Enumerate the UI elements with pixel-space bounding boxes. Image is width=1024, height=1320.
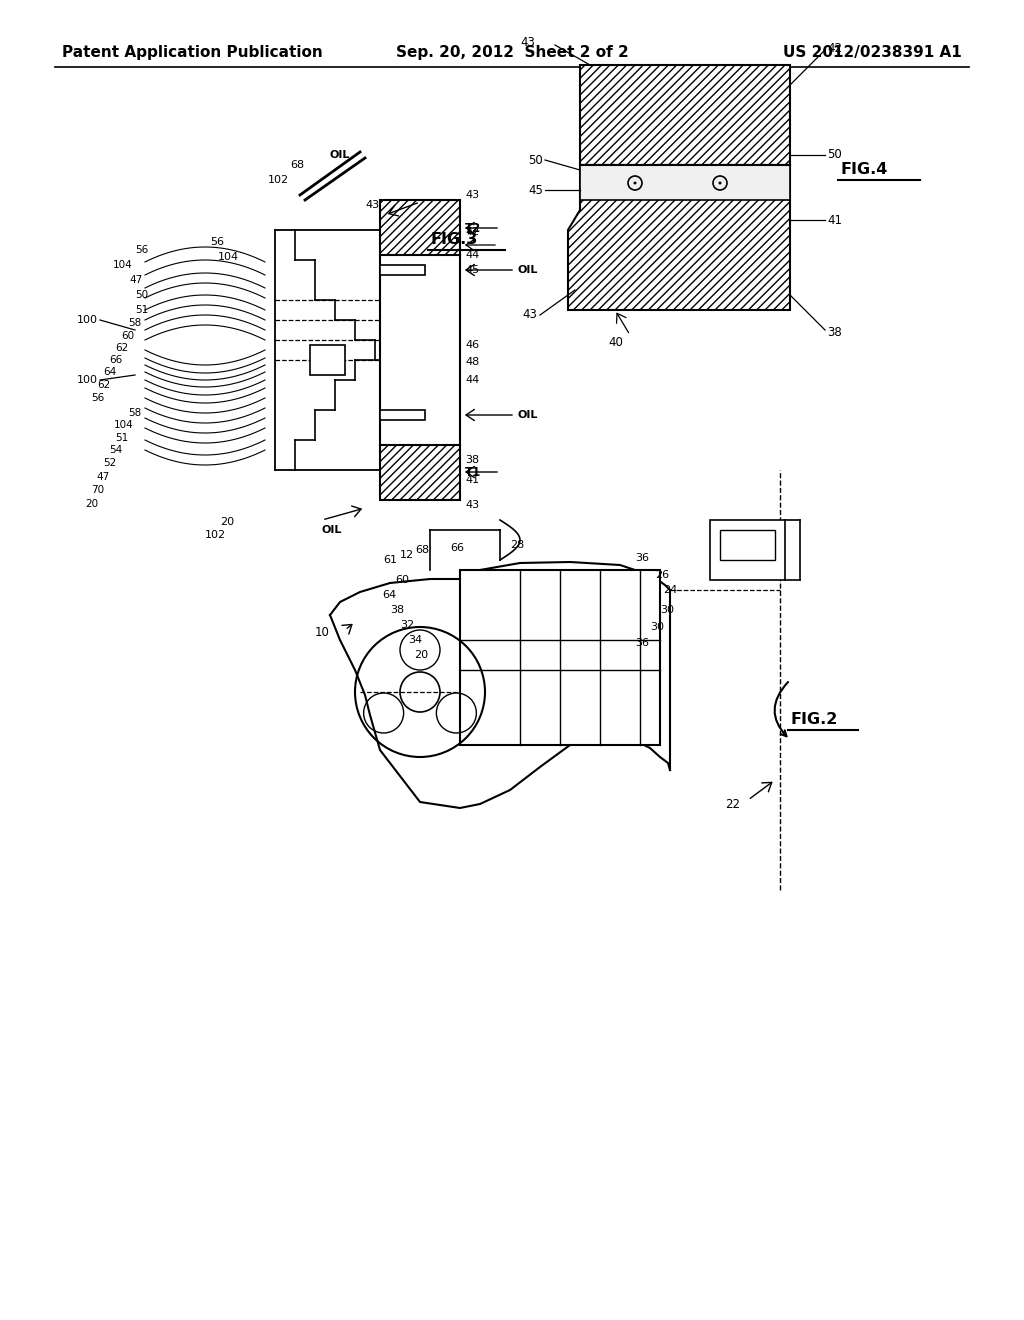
Text: FIG.4: FIG.4 [840,162,888,177]
Text: 66: 66 [450,543,464,553]
Text: 58: 58 [128,318,141,327]
Text: 66: 66 [109,355,122,366]
Text: FIG.3: FIG.3 [430,232,477,248]
Text: OIL: OIL [330,150,350,160]
Text: 46: 46 [465,341,479,350]
Text: Patent Application Publication: Patent Application Publication [62,45,323,59]
Text: 102: 102 [205,531,226,540]
Text: 24: 24 [663,585,677,595]
Text: 43: 43 [465,190,479,201]
Text: 60: 60 [121,331,134,341]
Text: 45: 45 [465,265,479,275]
Circle shape [634,181,637,185]
Text: 10: 10 [315,626,330,639]
Text: 42: 42 [827,41,842,54]
Text: 40: 40 [608,335,623,348]
Text: 12: 12 [400,550,414,560]
Text: 43: 43 [465,500,479,510]
Text: 26: 26 [655,570,669,579]
Text: 43: 43 [520,37,535,49]
Polygon shape [580,65,790,165]
Text: 38: 38 [827,326,842,338]
Text: US 2012/0238391 A1: US 2012/0238391 A1 [783,45,962,59]
Text: 52: 52 [102,458,116,469]
Text: 104: 104 [218,252,240,261]
Text: 58: 58 [128,408,141,418]
Polygon shape [580,165,790,201]
Text: 54: 54 [109,445,122,455]
Polygon shape [380,445,460,500]
Text: FIG.2: FIG.2 [790,713,838,727]
Polygon shape [380,265,425,275]
Text: 56: 56 [135,246,148,255]
Text: 60: 60 [395,576,409,585]
Text: 48: 48 [465,356,479,367]
Text: 61: 61 [383,554,397,565]
Text: 38: 38 [465,455,479,465]
Text: 68: 68 [290,160,304,170]
Text: OIL: OIL [322,525,342,535]
Text: 32: 32 [400,620,414,630]
Text: 43: 43 [522,309,537,322]
Text: 47: 47 [96,473,110,482]
Text: 20: 20 [220,517,234,527]
Text: T2: T2 [465,222,481,235]
Text: 64: 64 [102,367,116,378]
Text: 45: 45 [528,183,543,197]
Text: 50: 50 [135,290,148,300]
Text: 50: 50 [528,153,543,166]
Text: 38: 38 [390,605,404,615]
Text: 28: 28 [510,540,524,550]
Polygon shape [380,411,425,420]
Text: T1: T1 [465,466,481,479]
Text: 42: 42 [465,227,479,238]
Text: 104: 104 [115,420,134,430]
Text: 70: 70 [91,484,104,495]
Text: OIL: OIL [517,265,538,275]
Text: 36: 36 [635,638,649,648]
Text: 102: 102 [268,176,289,185]
Circle shape [719,181,722,185]
Text: 104: 104 [114,260,133,271]
Text: 100: 100 [77,375,98,385]
Text: 20: 20 [414,649,428,660]
Polygon shape [310,345,345,375]
Text: 36: 36 [635,553,649,564]
Text: 56: 56 [210,238,224,247]
Text: 62: 62 [96,380,110,389]
Text: 44: 44 [465,249,479,260]
Text: 30: 30 [660,605,674,615]
Text: 41: 41 [827,214,842,227]
Text: 64: 64 [382,590,396,601]
Text: 56: 56 [91,393,104,403]
Polygon shape [720,531,775,560]
Text: 100: 100 [77,315,98,325]
Text: 43: 43 [365,201,379,210]
Text: 20: 20 [85,499,98,510]
Polygon shape [380,201,460,255]
Polygon shape [568,165,790,310]
Text: 51: 51 [115,433,128,444]
Polygon shape [460,570,660,744]
Text: 47: 47 [130,275,143,285]
Text: 62: 62 [115,343,128,352]
Text: 68: 68 [415,545,429,554]
Text: 30: 30 [650,622,664,632]
Text: 34: 34 [408,635,422,645]
Text: 50: 50 [827,149,842,161]
Text: OIL: OIL [517,411,538,420]
Text: 22: 22 [725,799,740,812]
Text: 41: 41 [465,475,479,484]
Text: Sep. 20, 2012  Sheet 2 of 2: Sep. 20, 2012 Sheet 2 of 2 [395,45,629,59]
Text: 44: 44 [465,375,479,385]
Polygon shape [710,520,785,579]
Text: 51: 51 [135,305,148,315]
